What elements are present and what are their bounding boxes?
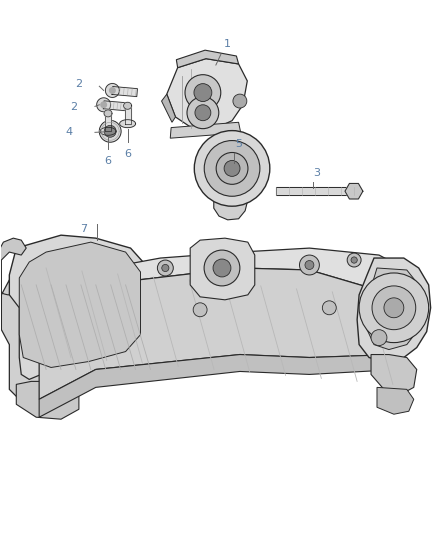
Polygon shape (39, 248, 409, 310)
Circle shape (300, 255, 319, 275)
Circle shape (322, 301, 336, 315)
Circle shape (99, 120, 121, 142)
Circle shape (104, 125, 116, 138)
Circle shape (204, 141, 260, 196)
Polygon shape (101, 102, 106, 108)
Polygon shape (97, 98, 111, 112)
Polygon shape (9, 235, 148, 387)
Text: 1: 1 (223, 39, 230, 49)
Polygon shape (120, 120, 135, 127)
Polygon shape (16, 382, 79, 419)
Polygon shape (371, 354, 417, 394)
Circle shape (187, 97, 219, 128)
Circle shape (233, 94, 247, 108)
Polygon shape (125, 106, 131, 124)
Polygon shape (106, 84, 119, 98)
Polygon shape (345, 183, 363, 199)
Text: 2: 2 (70, 102, 77, 112)
Circle shape (359, 273, 429, 343)
Polygon shape (214, 182, 251, 220)
Circle shape (371, 330, 387, 345)
Text: 2: 2 (75, 78, 82, 88)
Circle shape (185, 75, 221, 110)
Circle shape (305, 261, 314, 270)
Polygon shape (1, 280, 49, 404)
Circle shape (193, 303, 207, 317)
Polygon shape (367, 268, 421, 350)
Polygon shape (167, 59, 247, 128)
Circle shape (384, 298, 404, 318)
Text: 6: 6 (124, 149, 131, 158)
Polygon shape (39, 268, 404, 399)
Polygon shape (190, 238, 255, 300)
Polygon shape (357, 258, 431, 361)
Circle shape (372, 286, 416, 330)
Text: 6: 6 (105, 156, 112, 166)
Polygon shape (103, 101, 126, 111)
Circle shape (351, 257, 357, 263)
Circle shape (194, 84, 212, 102)
Text: 3: 3 (314, 168, 321, 178)
Polygon shape (177, 50, 239, 68)
Circle shape (162, 264, 169, 272)
Polygon shape (19, 242, 141, 367)
Polygon shape (170, 122, 241, 138)
Text: 7: 7 (81, 224, 88, 235)
Polygon shape (100, 127, 116, 135)
Polygon shape (104, 110, 112, 117)
Polygon shape (276, 187, 354, 195)
Circle shape (194, 131, 270, 206)
Polygon shape (110, 88, 115, 93)
Circle shape (347, 253, 361, 267)
Circle shape (216, 152, 248, 184)
Polygon shape (39, 354, 399, 417)
Text: 4: 4 (66, 127, 73, 137)
Polygon shape (209, 158, 215, 187)
Polygon shape (0, 238, 26, 295)
Circle shape (157, 260, 173, 276)
Polygon shape (162, 94, 176, 122)
Polygon shape (112, 86, 138, 96)
Circle shape (364, 297, 374, 307)
Circle shape (204, 250, 240, 286)
Polygon shape (124, 102, 131, 109)
Circle shape (195, 105, 211, 120)
Polygon shape (377, 387, 414, 414)
Text: 5: 5 (235, 139, 242, 149)
Circle shape (213, 259, 231, 277)
Circle shape (224, 160, 240, 176)
Polygon shape (105, 114, 111, 131)
